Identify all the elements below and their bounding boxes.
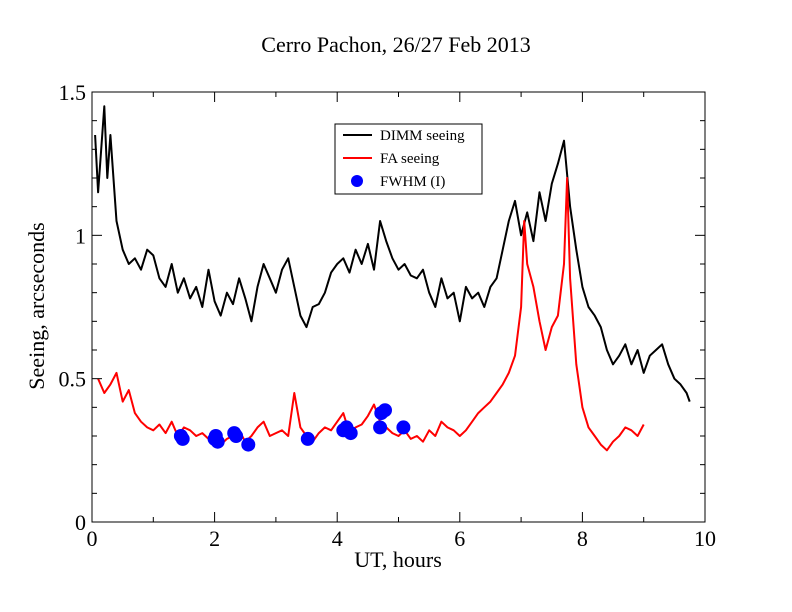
legend-label-fwhm: FWHM (I) [380, 174, 445, 190]
series-line-dimm-seeing [94, 105, 691, 402]
x-axis-label: UT, hours [354, 547, 442, 572]
legend-label-dimm: DIMM seeing [380, 128, 465, 144]
fwhm-point [241, 437, 256, 452]
axis-tick-labels: 0 2 4 6 8 10 0 0.5 1 1.5 [59, 80, 717, 551]
fwhm-point [378, 403, 392, 418]
x-tick-label: 0 [87, 526, 98, 551]
axis-ticks [91, 91, 706, 523]
x-tick-label: 8 [577, 526, 588, 551]
x-tick-label: 10 [694, 526, 716, 551]
y-tick-label: 0.5 [59, 367, 87, 392]
legend-label-fa: FA seeing [380, 151, 440, 167]
y-tick-label: 0 [75, 510, 86, 535]
chart-title: Cerro Pachon, 26/27 Feb 2013 [261, 32, 530, 57]
fwhm-point [300, 431, 315, 446]
series-line-fa-seeing [97, 177, 645, 452]
y-tick-label: 1.5 [59, 80, 87, 105]
y-axis-label: Seeing, arcseconds [24, 222, 49, 389]
legend: DIMM seeing FA seeing FWHM (I) [334, 123, 483, 195]
x-tick-label: 2 [209, 526, 220, 551]
fwhm-point [373, 420, 388, 435]
plot-area [94, 105, 691, 452]
y-tick-label: 1 [75, 223, 86, 248]
x-tick-label: 4 [332, 526, 343, 551]
fwhm-point [210, 434, 225, 449]
fwhm-point [175, 431, 190, 446]
fwhm-point [396, 420, 411, 435]
x-tick-label: 6 [454, 526, 465, 551]
legend-swatch-fwhm [351, 175, 363, 187]
fwhm-point [343, 426, 358, 441]
fwhm-point [229, 429, 244, 443]
